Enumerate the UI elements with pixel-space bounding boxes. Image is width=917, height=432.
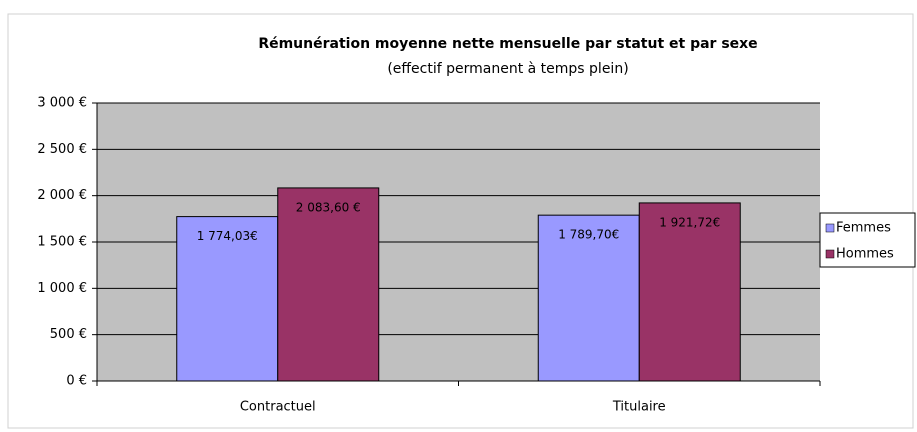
y-tick-label: 1 500 €: [37, 235, 87, 250]
bar: [537, 214, 640, 382]
legend-swatch: [825, 223, 835, 233]
y-tick-label: 2 000 €: [37, 188, 87, 203]
y-tick-label: 2 500 €: [37, 142, 87, 157]
y-tick-label: 0 €: [66, 374, 87, 389]
chart-title: Rémunération moyenne nette mensuelle par…: [258, 36, 757, 52]
value-label: 1 789,70€: [558, 228, 619, 242]
value-label: 2 083,60 €: [296, 200, 361, 214]
y-tick-label: 3 000 €: [37, 96, 87, 111]
bar: [176, 216, 279, 382]
legend-swatch: [825, 249, 835, 259]
bar: [277, 187, 380, 382]
legend-label: Femmes: [836, 221, 891, 236]
legend-label: Hommes: [836, 247, 894, 262]
y-tick-label: 500 €: [50, 327, 87, 342]
bar: [638, 202, 741, 382]
chart-subtitle: (effectif permanent à temps plein): [387, 61, 628, 77]
y-tick-label: 1 000 €: [37, 281, 87, 296]
x-tick-label: Titulaire: [612, 400, 666, 415]
legend-box: [819, 212, 916, 268]
value-label: 1 921,72€: [659, 215, 720, 229]
x-tick-label: Contractuel: [240, 400, 316, 415]
value-label: 1 774,03€: [197, 229, 258, 243]
